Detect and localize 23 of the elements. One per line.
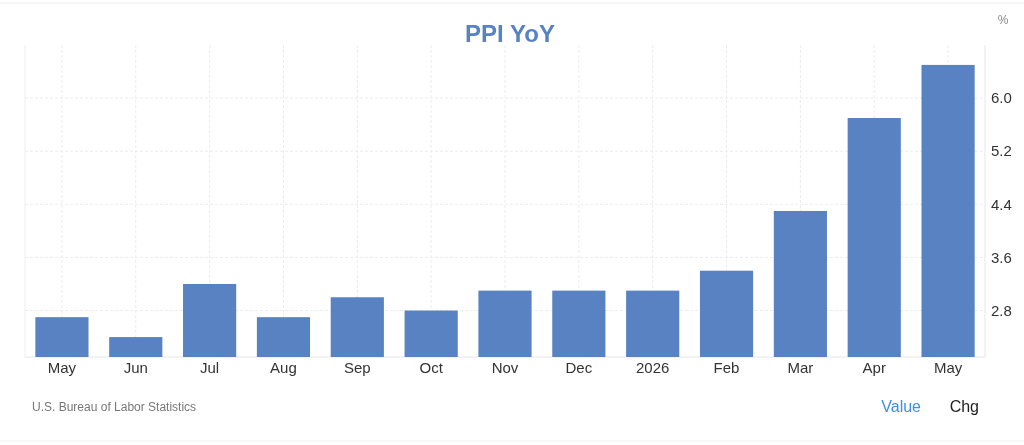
x-tick-label: Jul bbox=[200, 359, 220, 376]
x-tick-label: Sep bbox=[343, 359, 371, 376]
x-tick-label: Mar bbox=[787, 359, 814, 376]
y-tick-label: 5.2 bbox=[991, 142, 1012, 160]
x-tick-label: Feb bbox=[713, 359, 740, 376]
y-tick-label: 3.6 bbox=[991, 248, 1012, 266]
y-tick-label: 6.0 bbox=[991, 89, 1012, 107]
x-tick-label: Aug bbox=[270, 359, 297, 376]
y-tick-label: 2.8 bbox=[991, 301, 1012, 319]
x-tick-label: Nov bbox=[491, 359, 519, 376]
text: Chg bbox=[949, 398, 979, 415]
text: U.S. Bureau of Labor Statistics bbox=[32, 400, 197, 414]
x-tick-label: May bbox=[47, 359, 77, 376]
x-tick-label: May bbox=[933, 359, 963, 376]
x-tick-label: Jun bbox=[123, 359, 148, 376]
text: Value bbox=[881, 398, 922, 415]
chart-title: PPI YoY bbox=[465, 20, 555, 47]
y-axis-title: % bbox=[997, 13, 1009, 27]
x-tick-label: Apr bbox=[862, 359, 886, 376]
x-tick-label: Dec bbox=[565, 359, 593, 376]
x-tick-label: 2026 bbox=[636, 359, 670, 376]
y-tick-label: 4.4 bbox=[991, 195, 1012, 213]
x-tick-label: Oct bbox=[419, 359, 444, 376]
